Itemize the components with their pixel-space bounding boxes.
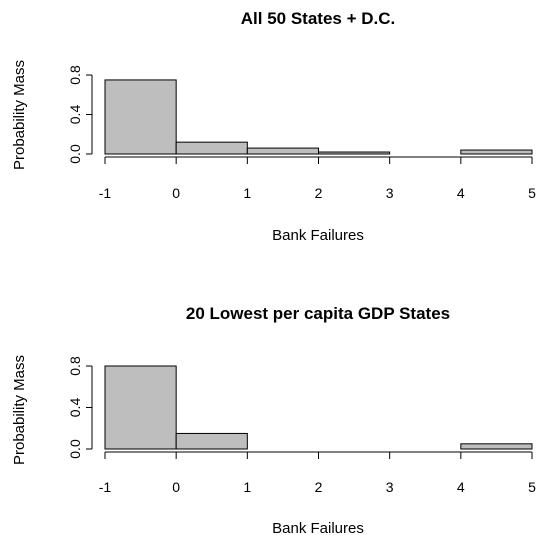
chart-title: 20 Lowest per capita GDP States bbox=[186, 304, 450, 323]
y-tick-label: 0.8 bbox=[67, 65, 83, 85]
y-axis-label: Probability Mass bbox=[11, 355, 28, 465]
histogram-bar bbox=[460, 149, 533, 155]
histogram-bar bbox=[318, 151, 391, 155]
bars bbox=[104, 79, 533, 155]
x-tick-label: 3 bbox=[386, 185, 394, 201]
x-tick-label: 0 bbox=[172, 479, 180, 495]
y-tick-label: 0.0 bbox=[67, 144, 83, 164]
y-axis: 0.0 0.4 0.8 bbox=[67, 65, 93, 164]
histogram-bar bbox=[104, 79, 177, 155]
x-tick-label: 1 bbox=[243, 479, 251, 495]
x-axis-label: Bank Failures bbox=[272, 227, 364, 244]
x-axis: -1 0 1 2 3 4 5 bbox=[99, 156, 536, 201]
x-tick-label: 4 bbox=[457, 185, 465, 201]
panel-all-states: All 50 States + D.C. Probability Mass Ba… bbox=[11, 9, 536, 244]
x-tick-label: 4 bbox=[457, 479, 465, 495]
x-tick-label: -1 bbox=[99, 479, 112, 495]
y-axis: 0.0 0.4 0.8 bbox=[67, 356, 93, 459]
histogram-bar bbox=[175, 432, 248, 450]
x-tick-label: 3 bbox=[386, 479, 394, 495]
y-tick-label: 0.4 bbox=[67, 398, 83, 418]
x-tick-label: 5 bbox=[528, 479, 536, 495]
chart-title: All 50 States + D.C. bbox=[241, 9, 395, 28]
x-axis: -1 0 1 2 3 4 5 bbox=[99, 451, 536, 495]
x-tick-label: 2 bbox=[315, 479, 323, 495]
bars bbox=[104, 365, 533, 450]
y-tick-label: 0.0 bbox=[67, 439, 83, 459]
y-tick-label: 0.8 bbox=[67, 356, 83, 376]
x-tick-label: 5 bbox=[528, 185, 536, 201]
histogram-bar bbox=[246, 147, 319, 155]
panel-lowest-gdp-states: 20 Lowest per capita GDP States Probabil… bbox=[11, 304, 536, 535]
histogram-bar bbox=[460, 443, 533, 450]
x-tick-label: 1 bbox=[243, 185, 251, 201]
y-tick-label: 0.4 bbox=[67, 105, 83, 125]
histogram-bar bbox=[175, 141, 248, 155]
y-axis-label: Probability Mass bbox=[11, 60, 28, 170]
x-tick-label: 2 bbox=[315, 185, 323, 201]
x-tick-label: 0 bbox=[172, 185, 180, 201]
histogram-bar bbox=[104, 365, 177, 450]
x-axis-label: Bank Failures bbox=[272, 520, 364, 535]
x-tick-label: -1 bbox=[99, 185, 112, 201]
